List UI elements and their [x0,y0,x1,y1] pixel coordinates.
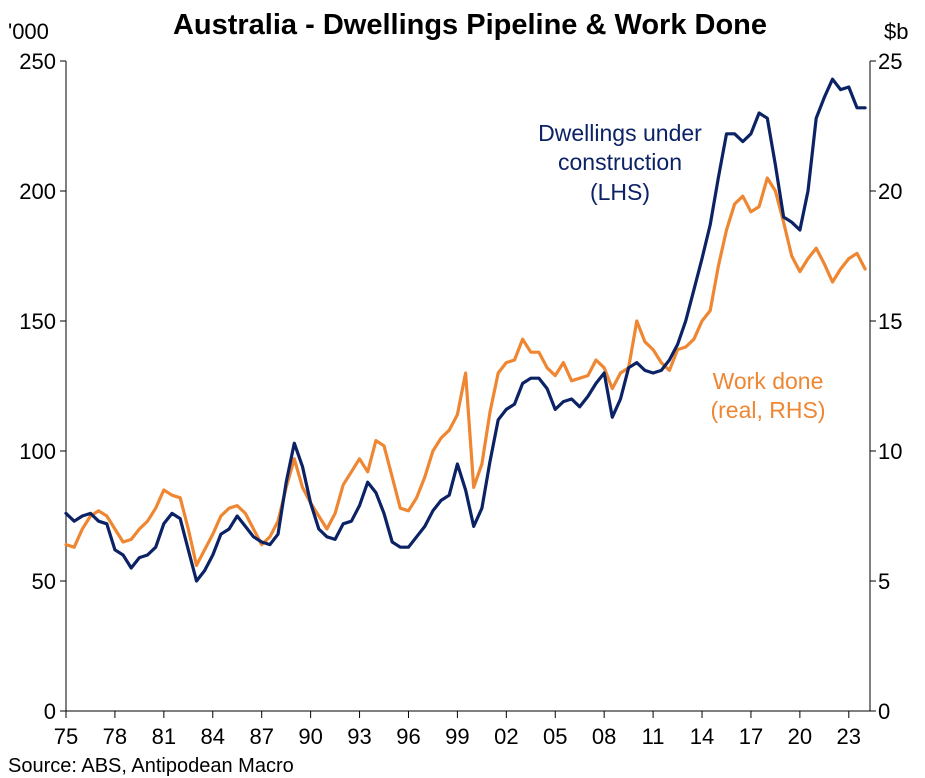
x-tick-label: 05 [543,724,567,749]
x-tick-label: 23 [837,724,861,749]
x-tick-label: 93 [347,724,371,749]
series-line-work-done [64,176,867,568]
x-tick-label: 20 [788,724,812,749]
x-tick-label: 87 [249,724,273,749]
x-tick-label: 08 [592,724,616,749]
left-tick-label: 100 [19,439,56,464]
left-tick-label: 50 [32,569,56,594]
series-label-work-done: Work done (real, RHS) [710,368,825,423]
series-label-dwellings-line-3: (LHS) [590,179,650,205]
series-label-work-done-line-1: Work done [713,368,824,394]
left-tick-label: 250 [19,49,56,74]
series-label-dwellings-line-1: Dwellings under [538,120,702,146]
x-tick-label: 99 [445,724,469,749]
series-label-dwellings-line-2: construction [558,149,682,175]
left-tick-label: 0 [44,699,56,724]
x-tick-label: 78 [103,724,127,749]
x-tick-label: 17 [739,724,763,749]
right-tick-label: 10 [878,439,902,464]
source-note: Source: ABS, Antipodean Macro [8,755,294,777]
left-tick-label: 200 [19,179,56,204]
x-tick-label: 02 [494,724,518,749]
left-axis-ticks: 0 50 100 150 200 250 [19,49,66,724]
x-tick-label: 81 [152,724,176,749]
right-tick-label: 25 [878,49,902,74]
right-tick-label: 15 [878,309,902,334]
chart-title: Australia - Dwellings Pipeline & Work Do… [173,9,767,41]
series-line-dwellings [64,77,867,583]
left-tick-label: 150 [19,309,56,334]
x-tick-label: 14 [690,724,714,749]
x-tick-label: 84 [201,724,225,749]
right-tick-label: 20 [878,179,902,204]
x-tick-label: 90 [298,724,322,749]
x-tick-label: 96 [396,724,420,749]
x-tick-label: 11 [642,724,665,749]
series-label-work-done-line-2: (real, RHS) [710,397,825,423]
series-label-dwellings: Dwellings under construction (LHS) [538,120,702,205]
right-axis-ticks: 0 5 10 15 20 25 [870,49,902,724]
x-axis-ticks: 75 78 81 84 87 90 93 96 99 02 05 08 11 14 17 20 23 [54,711,861,749]
left-axis-unit: '000 [8,19,49,44]
right-tick-label: 5 [878,569,890,594]
right-axis-unit: $b [884,19,908,44]
series-layer [64,77,867,583]
right-tick-label: 0 [878,699,890,724]
x-tick-label: 75 [54,724,78,749]
